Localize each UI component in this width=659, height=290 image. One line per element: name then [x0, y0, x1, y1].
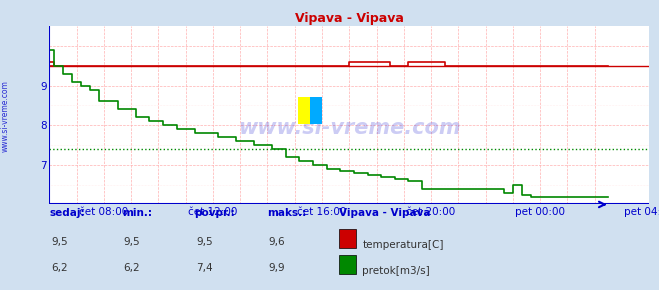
Text: 9,9: 9,9	[268, 263, 285, 273]
Title: Vipava - Vipava: Vipava - Vipava	[295, 12, 404, 25]
Text: 9,5: 9,5	[51, 237, 68, 247]
Text: 6,2: 6,2	[123, 263, 140, 273]
Text: temperatura[C]: temperatura[C]	[362, 240, 444, 250]
Text: povpr.:: povpr.:	[194, 208, 235, 218]
Text: sedaj:: sedaj:	[49, 208, 85, 218]
Polygon shape	[310, 97, 322, 124]
Text: www.si-vreme.com: www.si-vreme.com	[1, 80, 10, 152]
Text: Vipava - Vipava: Vipava - Vipava	[339, 208, 431, 218]
Text: 9,5: 9,5	[123, 237, 140, 247]
Text: www.si-vreme.com: www.si-vreme.com	[238, 118, 461, 138]
Polygon shape	[299, 97, 310, 124]
Text: 6,2: 6,2	[51, 263, 68, 273]
Text: pretok[m3/s]: pretok[m3/s]	[362, 266, 430, 276]
Text: maks.:: maks.:	[267, 208, 306, 218]
Text: 9,6: 9,6	[268, 237, 285, 247]
Text: 9,5: 9,5	[196, 237, 213, 247]
Text: min.:: min.:	[122, 208, 152, 218]
Text: 7,4: 7,4	[196, 263, 213, 273]
